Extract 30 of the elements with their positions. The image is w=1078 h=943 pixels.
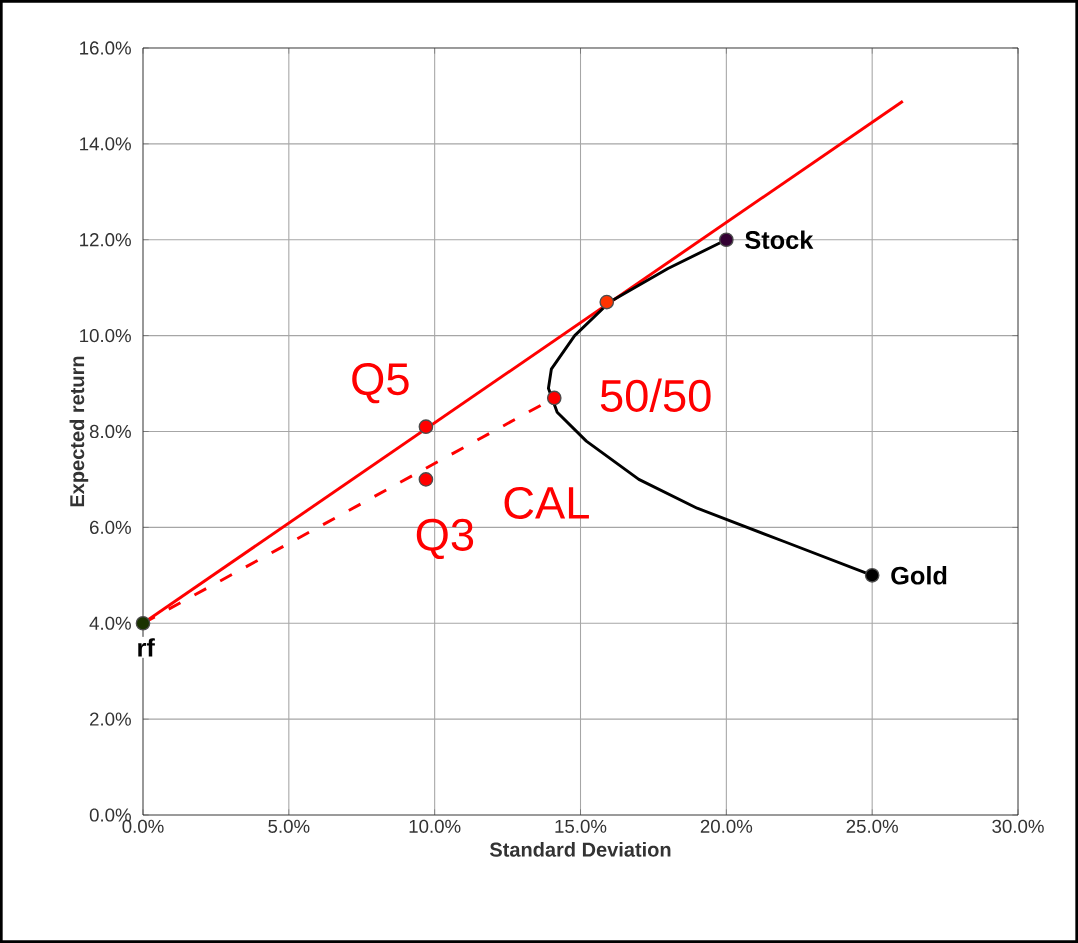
- annotation: CAL: [504, 486, 589, 519]
- y-tick-label: 8.0%: [89, 424, 131, 439]
- y-tick-label: 14.0%: [80, 137, 131, 151]
- series-label: Gold: [891, 566, 947, 585]
- x-tick-label: 15.0%: [555, 819, 607, 833]
- y-axis-title: Expected return: [69, 356, 89, 507]
- point: [418, 419, 434, 435]
- series-label: Stock: [745, 230, 814, 250]
- x-axis-title: Standard Deviation: [489, 842, 671, 857]
- y-tick-label: 12.0%: [80, 233, 131, 247]
- point: [719, 232, 734, 248]
- x-tick-label: 10.0%: [409, 819, 461, 833]
- point: [599, 294, 615, 310]
- annotation: Q5: [352, 363, 409, 404]
- point: [864, 567, 880, 583]
- series-label: rf: [138, 638, 155, 657]
- y-tick-label: 10.0%: [80, 329, 131, 343]
- annotation: 50/50: [600, 378, 711, 412]
- point: [418, 472, 434, 487]
- y-tick-label: 2.0%: [90, 712, 131, 726]
- point: [135, 615, 151, 631]
- y-tick-label: 4.0%: [89, 616, 131, 630]
- point: [546, 390, 562, 406]
- x-tick-label: 30.0%: [992, 819, 1044, 833]
- y-tick-label: 16.0%: [80, 41, 131, 55]
- x-tick-label: 25.0%: [846, 819, 898, 833]
- x-tick-label: 20.0%: [700, 819, 753, 833]
- y-tick-label: 6.0%: [90, 520, 131, 534]
- x-tick-label: 5.0%: [268, 819, 310, 833]
- annotation: Q3: [416, 518, 474, 560]
